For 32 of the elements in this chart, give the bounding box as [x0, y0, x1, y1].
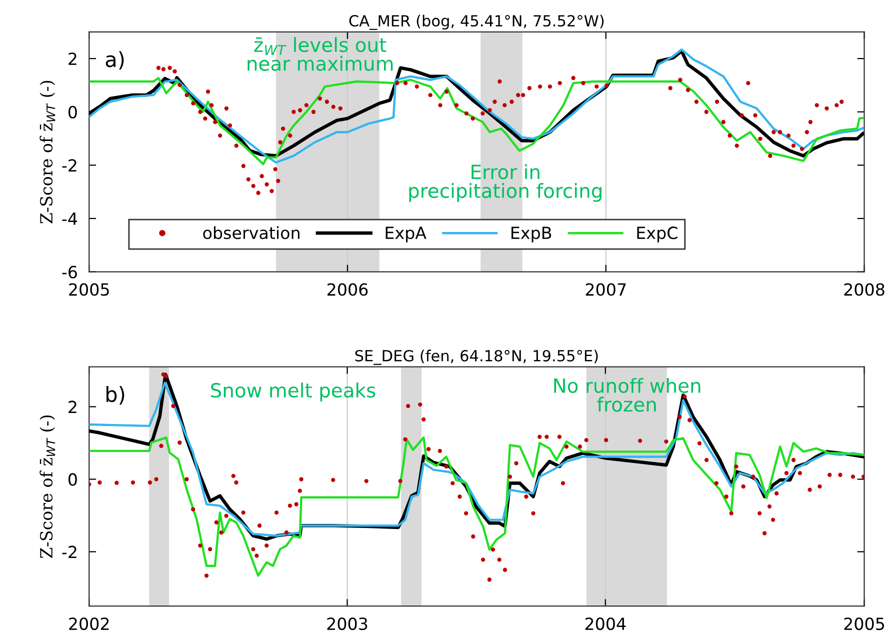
y-tick-label: 0 [68, 473, 77, 486]
x-tick-label: 2006 [328, 283, 368, 296]
y-tick-label: 2 [68, 52, 76, 65]
annotation: b) [106, 386, 124, 405]
annotation: Error in precipitation forcing [409, 164, 602, 202]
y-tick-label: -2 [62, 159, 76, 172]
chart-title: SE_DEG (fen, 64.18°N, 19.55°E) [355, 350, 598, 365]
y-axis-title: Z-Score of z̄$_{WT}$ (-) [40, 80, 56, 224]
annotation: Snow melt peaks [211, 382, 376, 402]
annotation: No runoff when frozen [554, 378, 700, 412]
y-tick-label: -4 [62, 212, 78, 225]
chart-title: CA_MER (bog, 45.41°N, 75.52°W) [349, 14, 604, 30]
line-series [89, 436, 864, 577]
x-tick-label: 2004 [585, 618, 626, 630]
y-tick-label: -2 [62, 546, 76, 558]
legend-label: ExpA [386, 226, 426, 242]
legend-label: ExpC [637, 226, 678, 242]
legend-label: observation [203, 226, 300, 240]
y-tick-label: -6 [62, 266, 77, 278]
line-series [89, 76, 864, 166]
x-tick-label: 2005 [844, 618, 884, 630]
annotation: a) [106, 51, 124, 70]
y-tick-label: 2 [68, 400, 76, 414]
annotation: z̄$_{WT}$ levels out near maximum [248, 37, 393, 71]
x-tick-label: 2003 [327, 618, 368, 630]
x-tick-label: 2002 [69, 618, 109, 630]
y-tick-label: 0 [68, 106, 77, 118]
x-tick-label: 2007 [586, 283, 626, 296]
legend-label: ExpB [512, 226, 552, 242]
x-tick-label: 2008 [844, 283, 884, 296]
x-tick-label: 2005 [69, 283, 109, 296]
y-axis-title: Z-Score of z̄$_{WT}$ (-) [40, 416, 56, 558]
